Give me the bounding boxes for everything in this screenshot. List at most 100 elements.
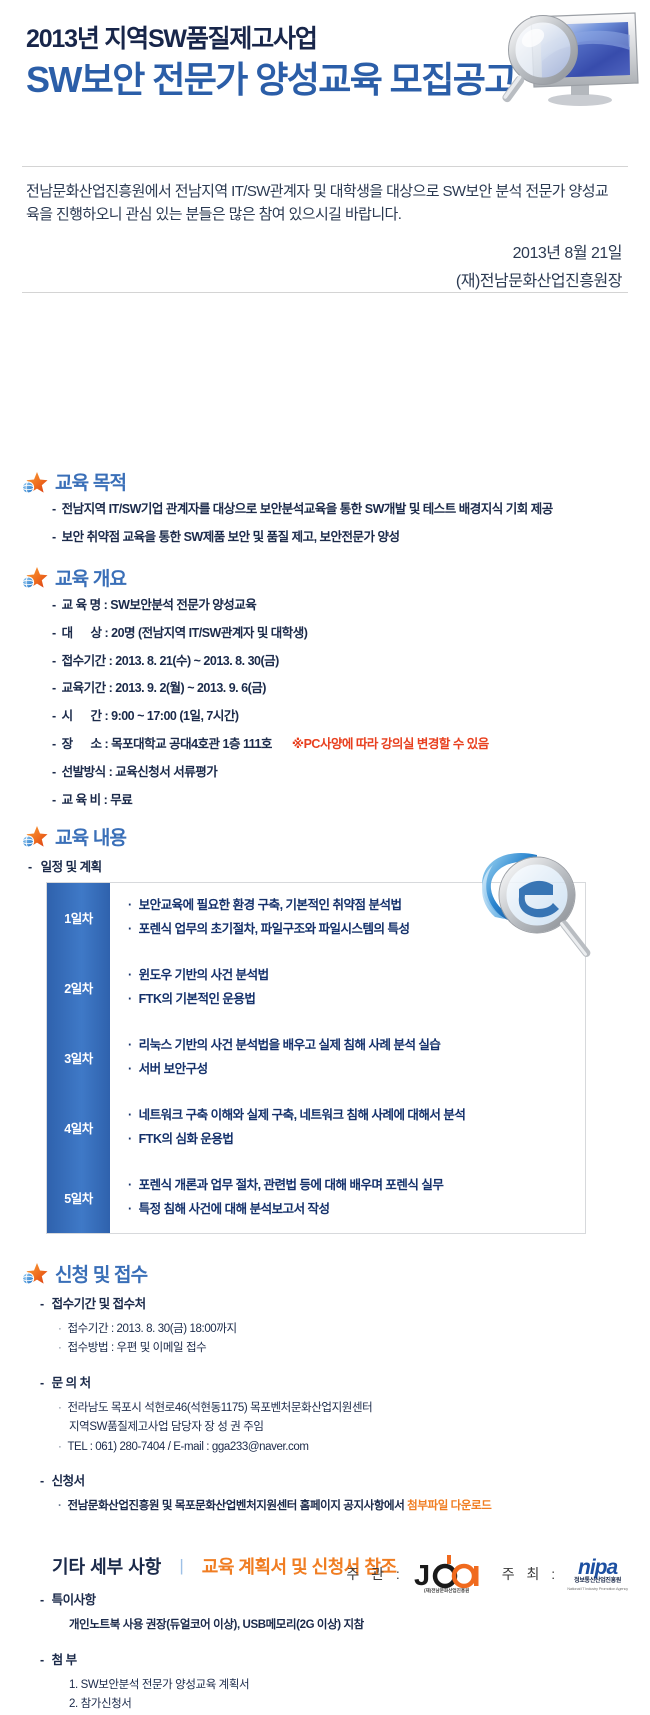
schedule-item: 서버 보안구성 (128, 1062, 585, 1077)
dash-marker: - (52, 765, 56, 779)
misc-group-lines: 개인노트북 사용 권장(듀얼코어 이상), USB메모리(2G 이상) 지참 (58, 1616, 650, 1636)
apply-group-lines: 전라남도 목포시 석현로46(석현동1175) 목포벤처문화산업지원센터지역SW… (58, 1399, 650, 1458)
divider-top (22, 166, 628, 167)
svg-text:(재)전남문화산업진흥원: (재)전남문화산업진흥원 (424, 1587, 469, 1594)
schedule-item: FTK의 심화 운용법 (128, 1132, 585, 1147)
apply-line: 접수기간 : 2013. 8. 30(금) 18:00까지 (58, 1320, 650, 1340)
table-row: 1일차보안교육에 필요한 환경 구축, 기본적인 취약점 분석법포렌식 업무의 … (47, 882, 585, 953)
misc-left-title: 기타 세부 사항 (52, 1557, 162, 1578)
dash-marker: - (28, 859, 35, 874)
apply-line: 접수방법 : 우편 및 이메일 접수 (58, 1339, 650, 1359)
overview-row-label: 선발방식 (61, 765, 109, 779)
purpose-item-text: 전남지역 IT/SW기업 관계자를 대상으로 보안분석교육을 통한 SW개발 및… (61, 502, 554, 516)
poster-header: 2013년 지역SW품질제고사업 SW보안 전문가 양성교육 모집공고 (0, 0, 650, 150)
apply-group-heading: - 접수기간 및 접수처 (40, 1293, 650, 1312)
schedule-day-cell: 4일차 (47, 1092, 110, 1163)
apply-group-heading: - 신청서 (40, 1470, 650, 1489)
overview-row-label: 시 간 (61, 709, 105, 724)
overview-row-label: 장 소 (61, 737, 105, 752)
misc-groups: - 특이사항 개인노트북 사용 권장(듀얼코어 이상), USB메모리(2G 이상)… (0, 1589, 650, 1715)
apply-groups: -접수기간 및 접수처접수기간 : 2013. 8. 30(금) 18:00까지… (0, 1293, 650, 1517)
schedule-day-cell: 5일차 (47, 1162, 110, 1233)
overview-row-label: 접수기간 (61, 653, 109, 668)
schedule-label: - 일정 및 계획 (28, 856, 650, 875)
misc-line: 1. SW보안분석 전문가 양성교육 계획서 (69, 1678, 250, 1691)
schedule-content-cell: 리눅스 기반의 사건 분석법을 배우고 실제 침해 사례 분석 실습서버 보안구… (110, 1022, 585, 1093)
apply-group-lines: 접수기간 : 2013. 8. 30(금) 18:00까지접수방법 : 우편 및… (58, 1320, 650, 1359)
misc-group-heading-text: 첨 부 (51, 1652, 77, 1667)
apply-line: 전라남도 목포시 석현로46(석현동1175) 목포벤처문화산업지원센터 (58, 1399, 650, 1419)
jcia-logo: J (재)전남문화산업진흥원 (412, 1554, 494, 1594)
schedule-item: 윈도우 기반의 사건 분석법 (128, 968, 585, 983)
apply-line: TEL : 061) 280-7404 / E-mail : gga233@na… (58, 1438, 650, 1458)
announce-signature: (재)전남문화산업진흥원장 (455, 273, 623, 290)
purpose-item: - 보안 취약점 교육을 통한 SW제품 보안 및 품질 제고, 보안전문가 양성 (52, 529, 650, 546)
dash-marker: - (52, 681, 56, 696)
dash-marker: - (40, 1375, 44, 1390)
dash-marker: - (40, 1296, 44, 1311)
apply-group-lines: 전남문화산업진흥원 및 목포문화산업벤처지원센터 홈페이지 공지사항에서 첨부파… (58, 1497, 650, 1517)
section-overview-title: 교육 개요 (55, 568, 127, 590)
misc-line: 개인노트북 사용 권장(듀얼코어 이상), USB메모리(2G 이상) 지참 (69, 1619, 364, 1632)
host-label: 주 관 : (346, 1566, 404, 1582)
overview-row: -시 간 : 9:00 ~ 17:00 (1일, 7시간) (52, 708, 650, 725)
misc-title-bar: 기타 세부 사항 | 교육 계획서 및 신청서 참조 (52, 1553, 650, 1579)
dash-marker: - (52, 597, 56, 612)
overview-row: -장 소 : 목포대학교 공대4호관 1층 111호 ※PC사양에 따라 강의실 … (52, 736, 650, 753)
poster-page: 2013년 지역SW품질제고사업 SW보안 전문가 양성교육 모집공고 (0, 0, 650, 1639)
section-content-header: 교육 내용 (21, 823, 650, 850)
star-ie-icon (21, 1261, 48, 1285)
page-title: SW보안 전문가 양성교육 모집공고 (26, 58, 517, 100)
overview-row: -대 상 : 20명 (전남지역 IT/SW관계자 및 대학생) (52, 625, 650, 642)
dash-marker: - (40, 1474, 44, 1489)
apply-group-heading-text: 신청서 (51, 1474, 86, 1489)
schedule-content-cell: 윈도우 기반의 사건 분석법 FTK의 기본적인 운용법 (110, 952, 585, 1023)
schedule-content-cell: 포렌식 개론과 업무 절차, 관련법 등에 대해 배우며 포렌식 실무특정 침해… (110, 1162, 585, 1233)
overview-row: - 선발방식 : 교육신청서 서류평가 (52, 764, 650, 781)
overview-row: -교 육 비 : 무료 (52, 792, 650, 809)
nipa-logo-sub2: National IT Industry Promotion Agency (567, 1585, 628, 1591)
dash-marker: - (40, 1593, 44, 1608)
overview-row-label: 교육기간 (61, 681, 109, 696)
schedule-item: 포렌식 업무의 초기절차, 파일구조와 파일시스템의 특성 (128, 922, 585, 937)
schedule-item: FTK의 기본적인 운용법 (128, 992, 585, 1007)
apply-group-heading: -문 의 처 (40, 1372, 650, 1391)
overview-row-value: : 목포대학교 공대4호관 1층 111호 (104, 737, 272, 752)
schedule-table: 1일차보안교육에 필요한 환경 구축, 기본적인 취약점 분석법포렌식 업무의 … (46, 852, 591, 1234)
table-row: 2일차 윈도우 기반의 사건 분석법 FTK의 기본적인 운용법 (47, 952, 585, 1023)
star-ie-icon (21, 824, 48, 848)
nipa-logo-sub: 정보통신산업진흥원 (574, 1578, 622, 1585)
purpose-list: - 전남지역 IT/SW기업 관계자를 대상으로 보안분석교육을 통한 SW개발 … (52, 501, 650, 546)
section-purpose-title: 교육 목적 (55, 473, 127, 494)
schedule-day-cell: 2일차 (47, 952, 110, 1023)
schedule-item: 보안교육에 필요한 환경 구축, 기본적인 취약점 분석법 (128, 898, 585, 913)
overview-row-note: ※PC사양에 따라 강의실 변경할 수 있음 (291, 737, 489, 752)
nipa-logo-text: nipa (578, 1556, 618, 1580)
schedule-table-body: 1일차보안교육에 필요한 환경 구축, 기본적인 취약점 분석법포렌식 업무의 … (47, 882, 585, 1233)
overview-row-label: 대 상 (61, 625, 105, 640)
overview-row: - 접수기간 : 2013. 8. 21(수) ~ 2013. 8. 30(금) (52, 653, 650, 670)
section-apply-header: 신청 및 접수 (21, 1260, 650, 1287)
attachment-download-text[interactable]: 첨부파일 다운로드 (404, 1500, 492, 1513)
monitor-magnifier-icon (502, 12, 639, 106)
section-content: 교육 내용 - 일정 및 계획 1일차보안교육에 필요한 환경 구축, 기본적인… (0, 823, 650, 1234)
schedule-content-cell: 보안교육에 필요한 환경 구축, 기본적인 취약점 분석법포렌식 업무의 초기절… (110, 882, 585, 953)
nipa-logo: nipa 정보통신산업진흥원 National IT Industry Prom… (567, 1557, 628, 1590)
overview-row-label: 교 육 명 (61, 597, 104, 612)
dash-marker: - (52, 653, 56, 668)
table-row: 3일차리눅스 기반의 사건 분석법을 배우고 실제 침해 사례 분석 실습서버 … (47, 1022, 585, 1093)
misc-group-lines: 1. SW보안분석 전문가 양성교육 계획서 2. 참가신청서 (58, 1676, 650, 1715)
schedule-day-cell: 3일차 (47, 1022, 110, 1093)
schedule-item: 네트워크 구축 이해와 실제 구축, 네트워크 침해 사례에 대해서 분석 (128, 1108, 585, 1123)
svg-text:J: J (414, 1560, 430, 1592)
overview-row-value: : 2013. 9. 2(월) ~ 2013. 9. 6(금) (108, 681, 267, 696)
section-overview: 교육 개요 -교 육 명 : SW보안분석 전문가 양성교육 - 대 상 : 20명… (0, 564, 650, 809)
misc-separator: | (179, 1556, 184, 1576)
dash-marker: - (52, 737, 56, 752)
overview-row-value: : 무료 (103, 792, 133, 807)
apply-line-text: 전남문화산업진흥원 및 목포문화산업벤처지원센터 홈페이지 공지사항에서 (67, 1500, 405, 1513)
apply-line: 지역SW품질제고사업 담당자 장 성 권 주임 (69, 1421, 264, 1434)
table-row: 5일차포렌식 개론과 업무 절차, 관련법 등에 대해 배우며 포렌식 실무특정… (47, 1162, 585, 1233)
overview-row: -교 육 명 : SW보안분석 전문가 양성교육 (52, 597, 650, 614)
dash-marker: - (40, 1652, 44, 1667)
